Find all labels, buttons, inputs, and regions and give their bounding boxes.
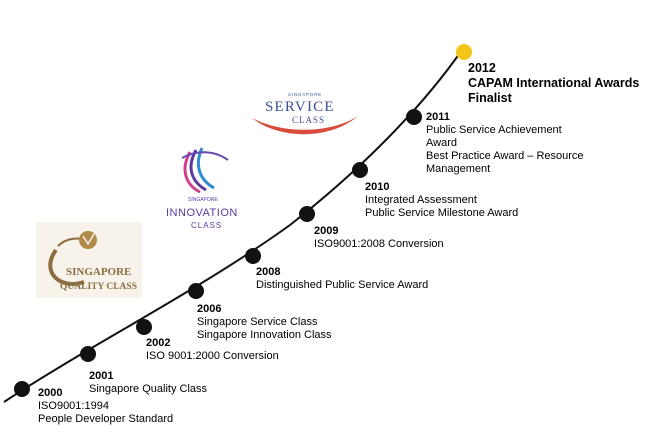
- milestone-item: Singapore Service Class: [197, 316, 318, 328]
- milestone-item: Award: [426, 137, 457, 149]
- milestone-item: People Developer Standard: [38, 413, 174, 425]
- milestone-dot-2010: [352, 162, 368, 178]
- singapore-quality-class-logo: SINGAPORE QUALITY CLASS: [36, 222, 142, 298]
- quality-logo-line2: QUALITY CLASS: [60, 282, 137, 292]
- milestone-item: ISO 9001:2000 Conversion: [146, 350, 279, 362]
- milestone-item: Best Practice Award – Resource: [426, 150, 584, 162]
- milestone-item: Singapore Innovation Class: [197, 329, 332, 341]
- milestone-year: 2010: [365, 181, 390, 193]
- milestone-year: 2001: [89, 370, 114, 382]
- milestone-year: 2011: [426, 111, 450, 123]
- milestone-year: 2006: [197, 303, 222, 315]
- milestone-item: Management: [426, 163, 491, 175]
- milestone-item: Singapore Quality Class: [89, 383, 208, 395]
- milestone-dot-2002: [136, 319, 152, 335]
- milestone-year: 2002: [146, 337, 171, 349]
- innovation-logo-main: INNOVATION: [166, 207, 238, 219]
- milestone-item: ISO9001:1994: [38, 400, 109, 412]
- milestone-2006: 2006 Singapore Service Class Singapore I…: [197, 303, 332, 342]
- service-logo-main: SERVICE: [265, 99, 335, 115]
- milestone-item: Distinguished Public Service Award: [256, 279, 429, 291]
- milestone-item: ISO9001:2008 Conversion: [314, 238, 444, 250]
- milestone-dot-2012: [456, 44, 472, 60]
- service-logo-sub: CLASS: [292, 115, 325, 125]
- milestone-2011: 2011 Public Service Achievement Award Be…: [426, 111, 584, 176]
- service-logo-swoosh: [252, 116, 358, 135]
- milestone-2002: 2002 ISO 9001:2000 Conversion: [146, 337, 279, 363]
- singapore-service-class-logo: SINGAPORE SERVICE CLASS: [252, 92, 358, 135]
- milestone-year: 2012: [468, 61, 496, 75]
- milestone-dot-2011: [406, 109, 422, 125]
- milestone-2010: 2010 Integrated Assessment Public Servic…: [365, 181, 518, 220]
- milestone-dot-2001: [80, 346, 96, 362]
- milestone-2001: 2001 Singapore Quality Class: [89, 370, 207, 396]
- milestone-dot-2000: [14, 381, 30, 397]
- milestone-item: Public Service Milestone Award: [365, 207, 519, 219]
- milestone-year: 2008: [256, 266, 281, 278]
- quality-logo-line1: SINGAPORE: [66, 266, 131, 278]
- milestone-dot-2009: [299, 206, 315, 222]
- milestone-item: Public Service Achievement: [426, 124, 562, 136]
- innovation-logo-small: SINGAPORE: [188, 197, 218, 203]
- milestone-2009: 2009 ISO9001:2008 Conversion: [314, 225, 444, 251]
- milestone-dot-2008: [245, 248, 261, 264]
- singapore-innovation-class-logo: SINGAPORE INNOVATION CLASS: [166, 147, 238, 230]
- milestone-2008: 2008 Distinguished Public Service Award: [256, 266, 428, 292]
- milestone-2012: 2012 CAPAM International Awards Finalist: [468, 61, 639, 106]
- innovation-logo-sub: CLASS: [191, 221, 222, 230]
- service-logo-small: SINGAPORE: [288, 92, 322, 97]
- milestone-year: 2009: [314, 225, 339, 237]
- milestone-2000: 2000 ISO9001:1994 People Developer Stand…: [38, 387, 173, 426]
- milestone-dot-2006: [188, 283, 204, 299]
- milestone-item: Integrated Assessment: [365, 194, 477, 206]
- milestone-item: Finalist: [468, 91, 512, 105]
- milestone-item: CAPAM International Awards: [468, 76, 640, 90]
- milestone-year: 2000: [38, 387, 63, 399]
